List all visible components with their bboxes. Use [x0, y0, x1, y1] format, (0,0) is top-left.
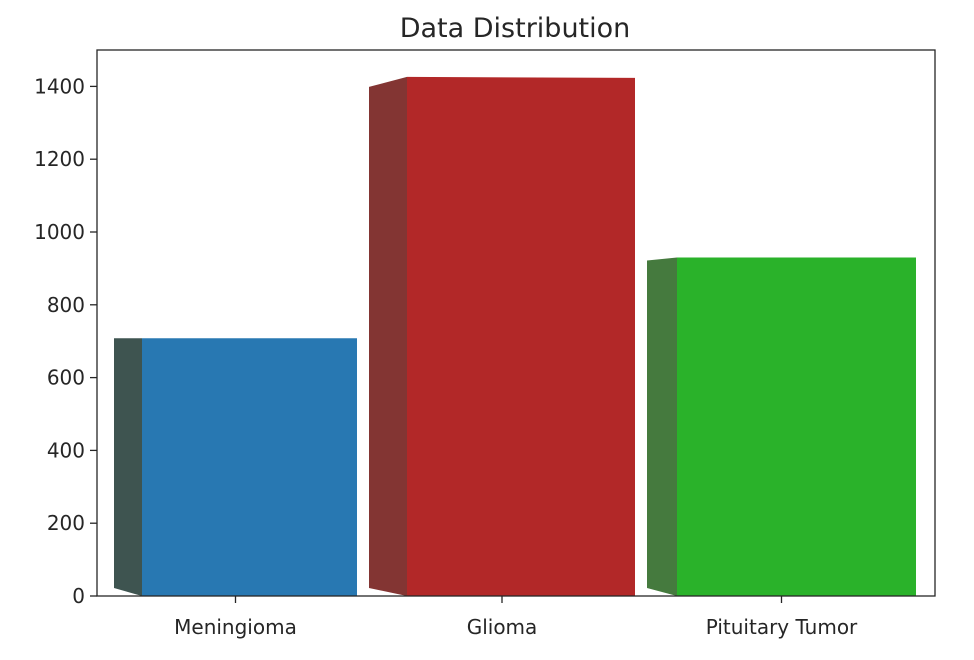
plot-frame — [96, 49, 936, 597]
x-tick-label: Pituitary Tumor — [706, 615, 858, 639]
bar-front-face — [677, 257, 916, 596]
y-axis: 0 200 400 600 800 1000 1200 1400 — [34, 74, 97, 608]
y-tick-label: 200 — [47, 511, 85, 535]
bar-side-face — [369, 76, 407, 597]
y-tick-label: 1000 — [34, 220, 85, 244]
y-tick-label: 400 — [47, 438, 85, 462]
bar-front-face — [407, 76, 635, 597]
bar-meningioma — [114, 338, 357, 596]
bar-pituitary-tumor — [647, 257, 916, 596]
bar-front-face — [142, 338, 357, 596]
bars-group — [114, 76, 916, 597]
y-tick-label: 1200 — [34, 147, 85, 171]
bar-side-face — [114, 338, 142, 596]
x-tick-label: Glioma — [467, 615, 538, 639]
y-tick-label: 1400 — [34, 74, 85, 98]
chart-title: Data Distribution — [400, 13, 631, 44]
y-tick-label: 0 — [72, 584, 85, 608]
x-tick-label: Meningioma — [174, 615, 297, 639]
y-tick-label: 800 — [47, 293, 85, 317]
x-axis: Meningioma Glioma Pituitary Tumor — [174, 596, 858, 639]
y-tick-label: 600 — [47, 366, 85, 390]
bar-glioma — [369, 76, 635, 597]
bar-side-face — [647, 257, 677, 596]
